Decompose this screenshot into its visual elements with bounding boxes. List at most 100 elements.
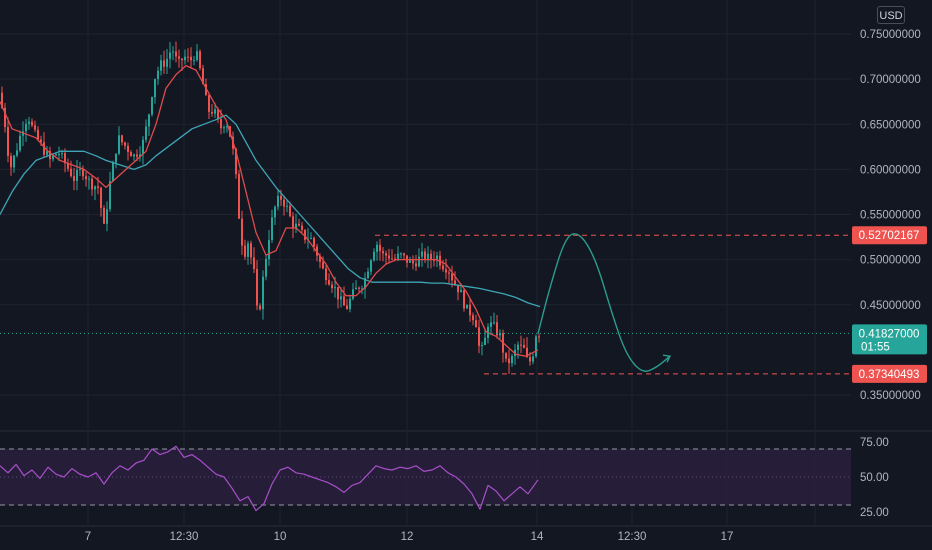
candle-body xyxy=(496,322,498,336)
candle-body xyxy=(292,216,294,229)
candle-body xyxy=(271,217,273,241)
candle-body xyxy=(202,68,204,85)
candle-body xyxy=(430,253,432,260)
candle-body xyxy=(445,269,447,273)
y-tick-label: 0.55000000 xyxy=(860,210,921,222)
candle-body xyxy=(364,278,366,289)
candle-body xyxy=(373,251,375,261)
candle-body xyxy=(511,356,513,364)
moving-average-fast xyxy=(0,64,539,357)
candle-body xyxy=(439,255,441,266)
candle-body xyxy=(400,253,402,255)
candle-body xyxy=(352,289,354,299)
candle-body xyxy=(466,304,468,309)
candle-body xyxy=(214,109,216,114)
candle-body xyxy=(421,251,423,257)
x-tick-label: 17 xyxy=(721,531,734,543)
candle-body xyxy=(79,168,81,170)
candle-body xyxy=(295,223,297,229)
y-tick-label: 0.75000000 xyxy=(860,29,921,41)
candle-body xyxy=(76,169,78,181)
candle-body xyxy=(55,154,57,156)
candle-body xyxy=(157,70,159,79)
candle-body xyxy=(10,155,12,168)
candle-body xyxy=(331,284,333,289)
candle-body xyxy=(4,107,6,128)
candle-body xyxy=(169,52,171,59)
candle-body xyxy=(457,284,459,293)
candle-body xyxy=(64,153,66,164)
candle-body xyxy=(448,272,450,274)
price-level-badge xyxy=(852,364,927,383)
candle-body xyxy=(415,263,417,267)
candle-body xyxy=(100,187,102,209)
candle-body xyxy=(382,251,384,254)
candle-body xyxy=(337,287,339,300)
candle-body xyxy=(394,258,396,260)
candle-body xyxy=(259,305,261,310)
candle-body xyxy=(175,51,177,57)
candle-body xyxy=(304,229,306,240)
candle-body xyxy=(403,253,405,256)
candle-body xyxy=(25,123,27,132)
candle-body xyxy=(130,151,132,157)
candle-body xyxy=(442,265,444,270)
x-tick-label: 10 xyxy=(274,531,287,543)
candle-body xyxy=(376,244,378,252)
candle-body xyxy=(358,287,360,289)
candle-body xyxy=(454,280,456,285)
x-tick-label: 12:30 xyxy=(618,531,647,543)
candle-body xyxy=(427,253,429,259)
candle-body xyxy=(124,142,126,146)
candle-body xyxy=(208,95,210,112)
candle-body xyxy=(178,56,180,59)
currency-button[interactable]: USD xyxy=(877,6,905,24)
candle-body xyxy=(532,356,534,362)
candle-body xyxy=(34,125,36,130)
candle-body xyxy=(91,178,93,190)
candle-body xyxy=(517,344,519,350)
candle-body xyxy=(349,298,351,310)
candle-body xyxy=(67,163,69,169)
candle-body xyxy=(478,327,480,346)
candle-body xyxy=(493,322,495,324)
candle-body xyxy=(139,154,141,157)
candle-body xyxy=(481,345,483,347)
candle-body xyxy=(361,288,363,290)
candle-body xyxy=(343,296,345,306)
candle-body xyxy=(250,243,252,258)
candle-body xyxy=(241,218,243,246)
candle-body xyxy=(301,225,303,230)
y-tick-label: 0.60000000 xyxy=(860,164,921,176)
x-tick-label: 7 xyxy=(85,531,91,543)
candle-body xyxy=(199,51,201,69)
candle-body xyxy=(70,168,72,177)
candle-body xyxy=(355,287,357,290)
candle-body xyxy=(385,253,387,256)
candle-body xyxy=(253,257,255,269)
y-tick-label: 0.50000000 xyxy=(860,255,921,267)
candle-body xyxy=(388,255,390,259)
y-tick-label: 0.35000000 xyxy=(860,390,921,402)
candle-body xyxy=(262,276,264,310)
y-tick-label: 0.65000000 xyxy=(860,119,921,131)
candle-body xyxy=(520,344,522,346)
candle-body xyxy=(469,304,471,316)
candle-body xyxy=(211,111,213,114)
candle-body xyxy=(136,154,138,157)
candle-body xyxy=(412,260,414,264)
candle-body xyxy=(277,195,279,207)
projection-curve xyxy=(537,233,671,372)
candle-body xyxy=(13,155,15,168)
candle-body xyxy=(283,199,285,207)
candle-body xyxy=(289,205,291,217)
candle-body xyxy=(19,135,21,151)
price-level-label: 0.52702167 xyxy=(859,230,920,242)
candle-body xyxy=(313,238,315,247)
x-tick-label: 12 xyxy=(401,531,414,543)
candle-body xyxy=(523,344,525,348)
rsi-tick-label: 25.00 xyxy=(860,507,889,519)
candle-body xyxy=(379,244,381,252)
candle-body xyxy=(424,251,426,259)
